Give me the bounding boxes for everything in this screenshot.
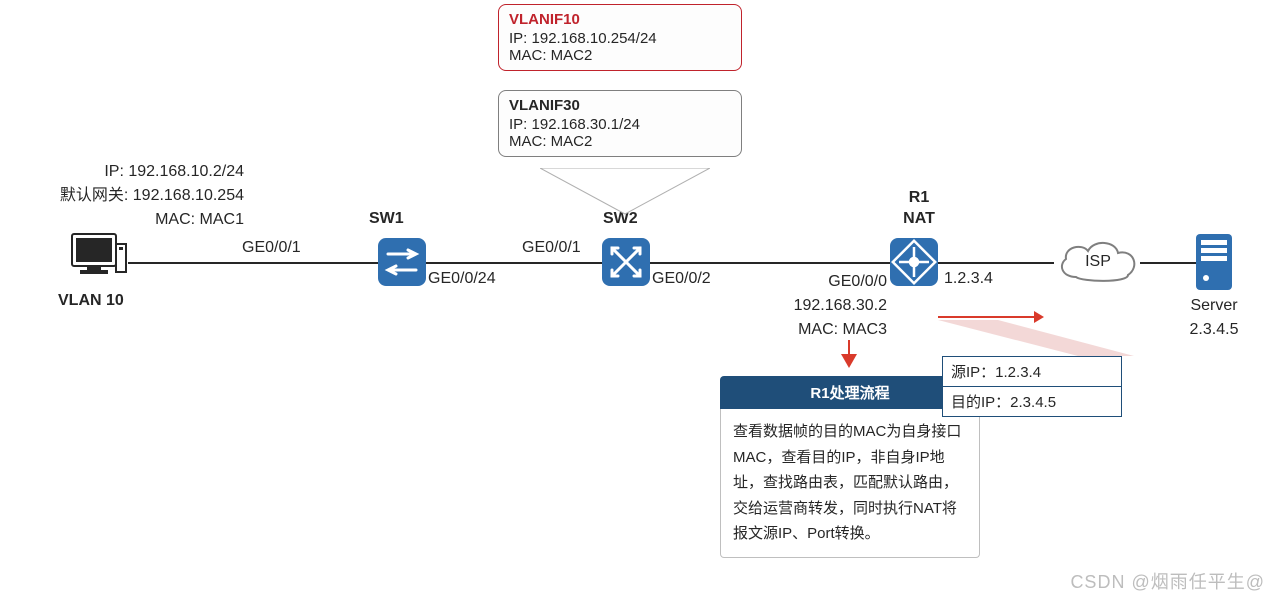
pc-ip: IP: 192.168.10.2/24	[0, 160, 244, 184]
vlanif10-mac: MAC: MAC2	[509, 47, 731, 64]
sw1-left-port: GE0/0/1	[242, 239, 301, 257]
sw2-icon	[602, 238, 650, 290]
vlanif30-ip: IP: 192.168.30.1/24	[509, 116, 731, 133]
server-label-block: Server 2.3.4.5	[1184, 294, 1244, 342]
server-label: Server	[1184, 294, 1244, 318]
process-box: R1处理流程 查看数据帧的目的MAC为自身接口MAC，查看目的IP，非自身IP地…	[720, 376, 980, 558]
link-r1-isp	[938, 262, 1054, 264]
r1-process-arrow-head	[841, 354, 857, 372]
link-sw2-r1	[650, 262, 890, 264]
packet-table: 源IP：1.2.3.4 目的IP：2.3.4.5	[942, 356, 1122, 417]
pc-icon	[70, 232, 128, 292]
pc-mac: MAC: MAC1	[0, 208, 244, 232]
packet-dst: 目的IP：2.3.4.5	[943, 386, 1121, 416]
pc-vlan-label: VLAN 10	[58, 292, 124, 310]
sw1-right-port: GE0/0/24	[428, 270, 496, 288]
r1-port-mac: MAC: MAC3	[759, 318, 887, 342]
r1-left-port-block: GE0/0/0 192.168.30.2 MAC: MAC3	[759, 270, 887, 342]
r1-right-ip: 1.2.3.4	[944, 270, 993, 288]
vlanif10-title: VLANIF10	[509, 11, 731, 28]
packet-src: 源IP：1.2.3.4	[943, 357, 1121, 386]
process-body: 查看数据帧的目的MAC为自身接口MAC，查看目的IP，非自身IP地址，查找路由表…	[720, 409, 980, 558]
vlanif30-title: VLANIF30	[509, 97, 731, 114]
r1-port: GE0/0/0	[759, 270, 887, 294]
sw1-label: SW1	[369, 210, 404, 228]
sw1-icon	[378, 238, 426, 290]
sw2-right-port: GE0/0/2	[652, 270, 711, 288]
r1-icon	[890, 238, 938, 290]
r1-label-block: R1 NAT	[897, 188, 941, 230]
process-header: R1处理流程	[720, 376, 980, 409]
vlanif10-box: VLANIF10 IP: 192.168.10.254/24 MAC: MAC2	[498, 4, 742, 71]
vlanif-pointer	[540, 168, 710, 228]
server-ip: 2.3.4.5	[1184, 318, 1244, 342]
pc-info-block: IP: 192.168.10.2/24 默认网关: 192.168.10.254…	[0, 160, 244, 232]
pc-gateway: 默认网关: 192.168.10.254	[0, 184, 244, 208]
r1-port-ip: 192.168.30.2	[759, 294, 887, 318]
vlanif30-mac: MAC: MAC2	[509, 133, 731, 150]
isp-label: ISP	[1054, 235, 1142, 289]
link-sw1-sw2	[426, 262, 602, 264]
flow-arrow-line	[938, 316, 1034, 318]
server-icon	[1196, 234, 1232, 294]
link-isp-server	[1140, 262, 1196, 264]
vlanif10-ip: IP: 192.168.10.254/24	[509, 30, 731, 47]
sw2-left-port: GE0/0/1	[522, 239, 581, 257]
r1-label1: R1	[897, 188, 941, 209]
vlanif30-box: VLANIF30 IP: 192.168.30.1/24 MAC: MAC2	[498, 90, 742, 157]
r1-label2: NAT	[897, 209, 941, 230]
watermark: CSDN @烟雨任平生@	[1070, 568, 1265, 594]
isp-cloud: ISP	[1054, 235, 1142, 289]
link-pc-sw1	[128, 262, 378, 264]
